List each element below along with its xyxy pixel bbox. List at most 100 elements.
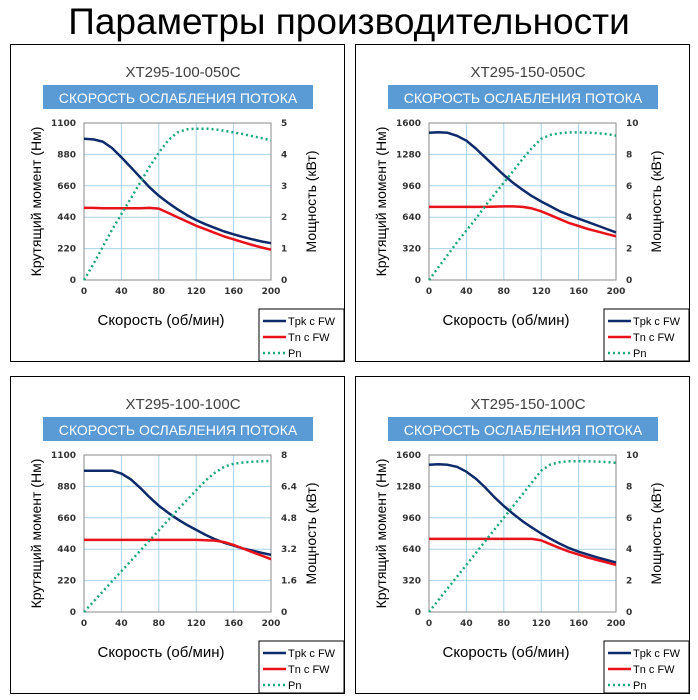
y2-tick-label: 4 — [626, 213, 632, 223]
legend: Tpk с FW Tn с FW Pn — [258, 308, 344, 361]
legend-label: Tn с FW — [633, 332, 675, 344]
model-title: XT295-150-050C — [470, 64, 585, 81]
series-line-tpk — [428, 463, 617, 564]
x-tick-label: 200 — [262, 287, 281, 297]
y2-tick-label: 3 — [281, 182, 287, 192]
x-tick-label: 80 — [498, 287, 511, 297]
plot-frame — [428, 122, 617, 281]
y2-tick-label: 0 — [281, 608, 287, 618]
y2-tick-label: 4.8 — [281, 514, 297, 524]
model-title: XT295-100-050C — [125, 64, 240, 81]
series-line-pn — [428, 460, 617, 613]
x-tick-label: 0 — [81, 287, 87, 297]
legend: Tpk с FW Tn с FW Pn — [258, 640, 344, 693]
series-line-tn — [429, 537, 617, 567]
chart-panel-2: XT295-150-050C СКОРОСТЬ ОСЛАБЛЕНИЯ ПОТОКА… — [355, 44, 690, 362]
x-axis-label: Скорость (об/мин) — [97, 644, 224, 661]
y-tick-label: 440 — [57, 213, 76, 223]
legend-label: Tpk с FW — [288, 648, 336, 660]
chart-svg: XT295-150-050C СКОРОСТЬ ОСЛАБЛЕНИЯ ПОТОКА… — [373, 64, 689, 361]
plot-frame — [83, 122, 272, 281]
y2-tick-label: 2 — [626, 245, 632, 255]
legend-label: Tn с FW — [633, 664, 675, 676]
y-axis-label: Крутящий момент (Нм) — [28, 127, 44, 277]
x-axis-label: Скорость (об/мин) — [97, 312, 224, 329]
chart-panel-1: XT295-100-050C СКОРОСТЬ ОСЛАБЛЕНИЯ ПОТОКА… — [10, 44, 345, 362]
y-tick-label: 0 — [415, 608, 421, 618]
legend-box — [258, 308, 344, 361]
y2-tick-label: 8 — [626, 150, 632, 160]
plot-frame — [428, 454, 617, 613]
x-tick-label: 160 — [569, 287, 588, 297]
y-axis-label: Крутящий момент (Нм) — [28, 459, 44, 609]
model-title: XT295-100-100C — [125, 396, 240, 413]
series-line-pn — [82, 127, 272, 281]
banner-bg — [388, 85, 658, 109]
y-tick-label: 320 — [402, 245, 421, 255]
y2-tick-label: 2 — [281, 213, 287, 223]
x-tick-label: 200 — [607, 287, 626, 297]
x-tick-label: 40 — [115, 619, 128, 629]
y-tick-label: 960 — [402, 514, 421, 524]
page-title: Параметры производительности — [68, 1, 630, 42]
series-line-tpk — [428, 131, 617, 234]
y-axis-label: Крутящий момент (Нм) — [373, 127, 389, 277]
series-line-tn — [429, 205, 617, 238]
y-tick-label: 1600 — [396, 451, 421, 461]
y2-tick-label: 8 — [626, 482, 632, 492]
legend-label: Tn с FW — [288, 332, 330, 344]
x-tick-label: 40 — [460, 287, 473, 297]
y-tick-label: 660 — [57, 182, 76, 192]
legend: Tpk с FW Tn с FW Pn — [603, 308, 689, 361]
x-tick-label: 160 — [224, 619, 243, 629]
y-tick-label: 0 — [70, 608, 76, 618]
y2-tick-label: 1 — [281, 245, 287, 255]
legend-label: Tpk с FW — [288, 316, 336, 328]
y-tick-label: 440 — [57, 545, 76, 555]
x-tick-label: 40 — [115, 287, 128, 297]
chart-panel-4: XT295-150-100C СКОРОСТЬ ОСЛАБЛЕНИЯ ПОТОКА… — [355, 376, 690, 694]
x-tick-label: 0 — [81, 619, 87, 629]
y2-tick-label: 1.6 — [281, 577, 297, 587]
series-line-tpk — [84, 469, 272, 557]
x-tick-label: 40 — [460, 619, 473, 629]
chart-panel-3: XT295-100-100C СКОРОСТЬ ОСЛАБЛЕНИЯ ПОТОКА… — [10, 376, 345, 694]
banner-text: СКОРОСТЬ ОСЛАБЛЕНИЯ ПОТОКА — [404, 422, 643, 438]
y2-tick-label: 2 — [626, 577, 632, 587]
x-tick-label: 0 — [426, 287, 432, 297]
y-tick-label: 320 — [402, 577, 421, 587]
y2-tick-label: 6 — [626, 514, 632, 524]
series-line-tpk — [83, 137, 272, 245]
legend-label: Tpk с FW — [633, 316, 681, 328]
banner-text: СКОРОСТЬ ОСЛАБЛЕНИЯ ПОТОКА — [59, 90, 298, 106]
y2-axis-label: Мощность (кВт) — [648, 483, 664, 585]
y-tick-label: 1280 — [396, 150, 421, 160]
model-title: XT295-150-100C — [470, 396, 585, 413]
y2-tick-label: 8 — [281, 451, 287, 461]
x-tick-label: 80 — [153, 287, 166, 297]
y-tick-label: 1100 — [51, 119, 76, 129]
y2-axis-label: Мощность (кВт) — [303, 151, 319, 253]
x-tick-label: 80 — [498, 619, 511, 629]
banner-bg — [43, 417, 313, 441]
chart-svg: XT295-100-100C СКОРОСТЬ ОСЛАБЛЕНИЯ ПОТОКА… — [28, 396, 344, 693]
x-tick-label: 200 — [607, 619, 626, 629]
y-tick-label: 960 — [402, 182, 421, 192]
y-tick-label: 640 — [402, 213, 421, 223]
banner-text: СКОРОСТЬ ОСЛАБЛЕНИЯ ПОТОКА — [59, 422, 298, 438]
x-tick-label: 80 — [153, 619, 166, 629]
y2-tick-label: 10 — [626, 119, 639, 129]
x-tick-label: 120 — [532, 287, 551, 297]
x-tick-label: 160 — [224, 287, 243, 297]
series-line-tn — [84, 206, 272, 251]
chart-svg: XT295-150-100C СКОРОСТЬ ОСЛАБЛЕНИЯ ПОТОКА… — [373, 396, 689, 693]
plot-frame — [83, 454, 272, 613]
y2-axis-label: Мощность (кВт) — [648, 151, 664, 253]
y-tick-label: 1100 — [51, 451, 76, 461]
y2-tick-label: 0 — [281, 276, 287, 286]
y2-tick-label: 3.2 — [281, 545, 297, 555]
y-tick-label: 880 — [57, 482, 76, 492]
y2-tick-label: 6 — [626, 182, 632, 192]
banner-text: СКОРОСТЬ ОСЛАБЛЕНИЯ ПОТОКА — [404, 90, 643, 106]
chart-svg: XT295-100-050C СКОРОСТЬ ОСЛАБЛЕНИЯ ПОТОКА… — [28, 64, 344, 361]
